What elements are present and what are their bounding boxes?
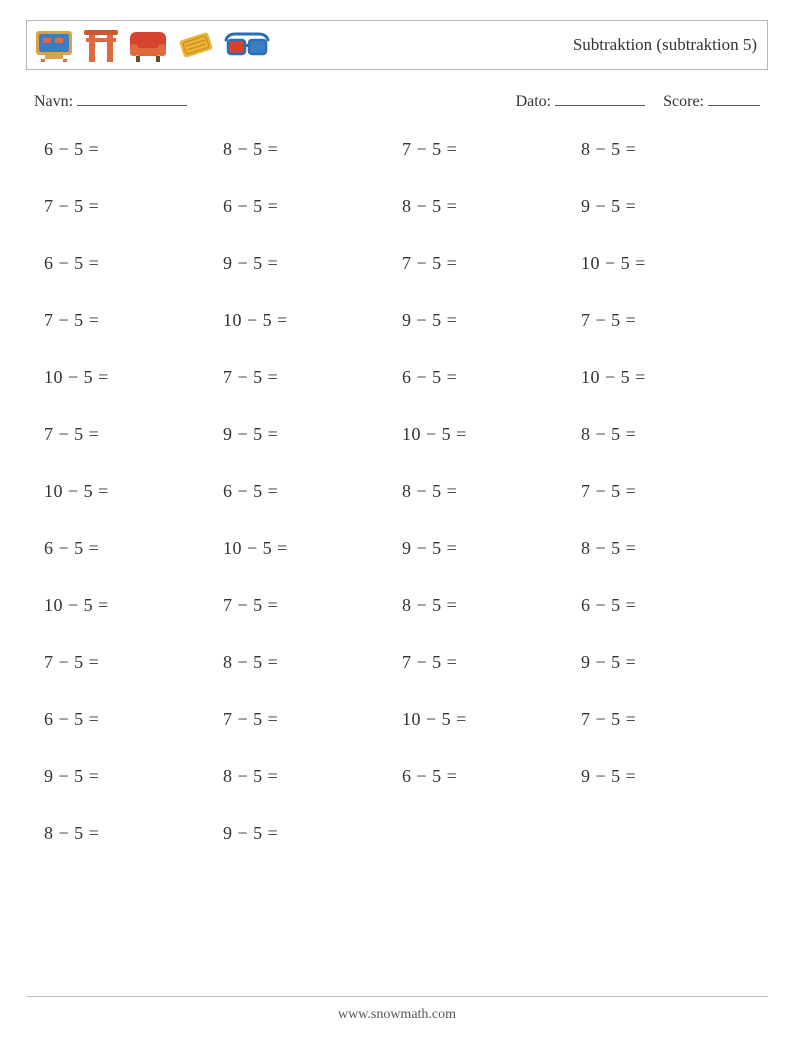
problem: 7 − 5 = xyxy=(223,367,402,388)
date-blank[interactable] xyxy=(555,92,645,106)
tv-icon xyxy=(33,26,75,64)
glasses3d-icon xyxy=(223,26,271,64)
name-field: Navn: xyxy=(34,92,187,111)
header-icons xyxy=(33,26,271,64)
problem: 10 − 5 = xyxy=(402,424,581,445)
problem: 6 − 5 = xyxy=(44,139,223,160)
problems-grid: 6 − 5 =8 − 5 =7 − 5 =8 − 5 =7 − 5 =6 − 5… xyxy=(44,139,760,844)
problem: 6 − 5 = xyxy=(44,709,223,730)
header-box: Subtraktion (subtraktion 5) xyxy=(26,20,768,70)
problem: 8 − 5 = xyxy=(581,424,760,445)
problem: 6 − 5 = xyxy=(223,481,402,502)
problem: 8 − 5 = xyxy=(223,652,402,673)
problem: 9 − 5 = xyxy=(581,652,760,673)
name-label: Navn: xyxy=(34,93,73,110)
problem: 7 − 5 = xyxy=(581,709,760,730)
problem: 6 − 5 = xyxy=(223,196,402,217)
problem: 8 − 5 = xyxy=(402,595,581,616)
date-field: Dato: xyxy=(516,92,646,111)
problem: 7 − 5 = xyxy=(44,196,223,217)
problem: 9 − 5 = xyxy=(44,766,223,787)
problem: 6 − 5 = xyxy=(581,595,760,616)
problem: 10 − 5 = xyxy=(581,367,760,388)
name-blank[interactable] xyxy=(77,92,187,106)
problem: 8 − 5 = xyxy=(402,481,581,502)
problem: 9 − 5 = xyxy=(402,538,581,559)
problem: 7 − 5 = xyxy=(223,709,402,730)
problem: 7 − 5 = xyxy=(402,139,581,160)
problem: 10 − 5 = xyxy=(223,310,402,331)
problem: 7 − 5 = xyxy=(44,424,223,445)
problem: 7 − 5 = xyxy=(223,595,402,616)
problem: 7 − 5 = xyxy=(402,652,581,673)
problem: 8 − 5 = xyxy=(402,196,581,217)
problem: 7 − 5 = xyxy=(44,652,223,673)
problem: 10 − 5 = xyxy=(44,481,223,502)
problem: 10 − 5 = xyxy=(223,538,402,559)
problem: 9 − 5 = xyxy=(581,766,760,787)
problem: 7 − 5 = xyxy=(581,481,760,502)
footer-site: www.snowmath.com xyxy=(0,1007,794,1023)
problem: 10 − 5 = xyxy=(44,595,223,616)
problem: 6 − 5 = xyxy=(402,367,581,388)
date-label: Dato: xyxy=(516,93,552,110)
score-field: Score: xyxy=(663,92,760,111)
problem: 8 − 5 = xyxy=(44,823,223,844)
problem: 9 − 5 = xyxy=(223,424,402,445)
problem: 8 − 5 = xyxy=(223,766,402,787)
armchair-icon xyxy=(127,26,169,64)
problem: 10 − 5 = xyxy=(581,253,760,274)
problem: 7 − 5 = xyxy=(402,253,581,274)
score-label: Score: xyxy=(663,93,704,110)
worksheet-title: Subtraktion (subtraktion 5) xyxy=(573,35,757,55)
problem: 9 − 5 = xyxy=(581,196,760,217)
footer-rule xyxy=(26,996,768,997)
problem: 10 − 5 = xyxy=(44,367,223,388)
problem: 9 − 5 = xyxy=(402,310,581,331)
gate-icon xyxy=(81,26,121,64)
problem: 6 − 5 = xyxy=(44,253,223,274)
problem: 7 − 5 = xyxy=(581,310,760,331)
score-blank[interactable] xyxy=(708,92,760,106)
problem: 8 − 5 = xyxy=(581,538,760,559)
ticket-icon xyxy=(175,26,217,64)
problem: 6 − 5 = xyxy=(44,538,223,559)
problem: 6 − 5 = xyxy=(402,766,581,787)
meta-row: Navn: Dato: Score: xyxy=(34,92,760,111)
problem: 8 − 5 = xyxy=(223,139,402,160)
problem: 10 − 5 = xyxy=(402,709,581,730)
problem: 9 − 5 = xyxy=(223,823,402,844)
problem: 9 − 5 = xyxy=(223,253,402,274)
problem: 8 − 5 = xyxy=(581,139,760,160)
problem: 7 − 5 = xyxy=(44,310,223,331)
